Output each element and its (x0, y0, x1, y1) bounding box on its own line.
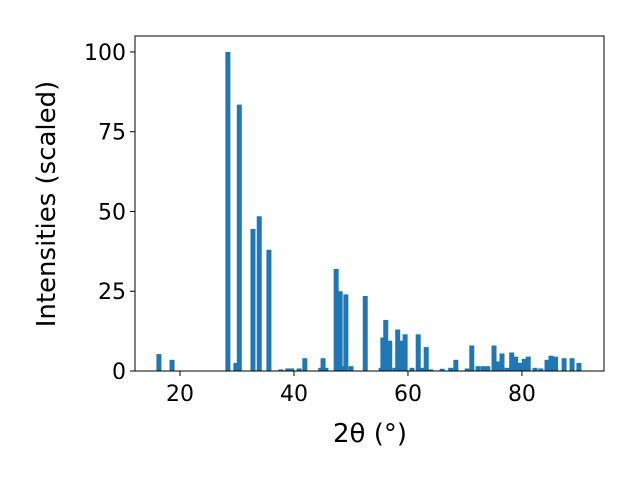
bar (525, 356, 531, 371)
bar (548, 355, 554, 371)
bar (475, 366, 481, 371)
bar (340, 366, 346, 371)
bar (233, 363, 239, 371)
x-tick-label: 20 (166, 382, 194, 407)
bar (576, 363, 582, 371)
bar (453, 359, 459, 371)
bar (517, 363, 523, 371)
bar (538, 368, 544, 371)
bar (521, 358, 527, 371)
bar (343, 294, 349, 371)
bar (256, 216, 262, 371)
bar (383, 319, 389, 371)
bar (156, 354, 162, 371)
bar (348, 366, 354, 371)
bar (320, 358, 326, 371)
bar (392, 367, 398, 371)
bar (225, 51, 231, 371)
bar (439, 368, 445, 371)
bar (532, 367, 538, 371)
bar (480, 366, 486, 371)
y-tick-label: 50 (98, 200, 126, 225)
bar (448, 367, 454, 371)
plot-frame (134, 35, 605, 372)
x-axis-label: 2θ (°) (333, 419, 407, 449)
bar (337, 291, 343, 371)
bar (266, 249, 272, 371)
bar (398, 340, 404, 371)
bar (561, 358, 567, 371)
bar (495, 361, 501, 371)
y-tick-label: 75 (98, 121, 126, 146)
bar (509, 352, 515, 371)
bar (395, 329, 401, 371)
x-tick-label: 40 (280, 382, 308, 407)
x-tick-label: 60 (394, 382, 422, 407)
bar (236, 104, 242, 371)
bar (333, 268, 339, 371)
bar (402, 334, 408, 371)
bar (419, 367, 425, 371)
bar (504, 367, 510, 371)
bar (499, 353, 505, 371)
y-axis-label: Intensities (scaled) (32, 81, 62, 328)
bar (302, 358, 308, 371)
bar (553, 356, 559, 371)
bar (278, 369, 284, 371)
bar (362, 296, 368, 371)
bar (485, 366, 491, 371)
bar (169, 359, 175, 371)
bar (296, 368, 302, 371)
bar (491, 345, 497, 371)
bar (380, 337, 386, 371)
bar (513, 356, 519, 371)
bar (415, 334, 421, 371)
y-tick-label: 0 (112, 360, 126, 385)
x-tick-label: 80 (508, 382, 536, 407)
bar (428, 369, 434, 371)
bar (409, 367, 415, 371)
y-tick-label: 100 (84, 41, 126, 66)
bar (250, 229, 256, 371)
y-tick-label: 25 (98, 280, 126, 305)
bar (569, 358, 575, 371)
bar (464, 368, 470, 371)
bar (323, 367, 329, 371)
bar (387, 340, 393, 371)
bar (544, 359, 550, 371)
bar (423, 347, 429, 371)
bar (469, 345, 475, 371)
bar (289, 368, 295, 371)
bar (285, 368, 291, 371)
